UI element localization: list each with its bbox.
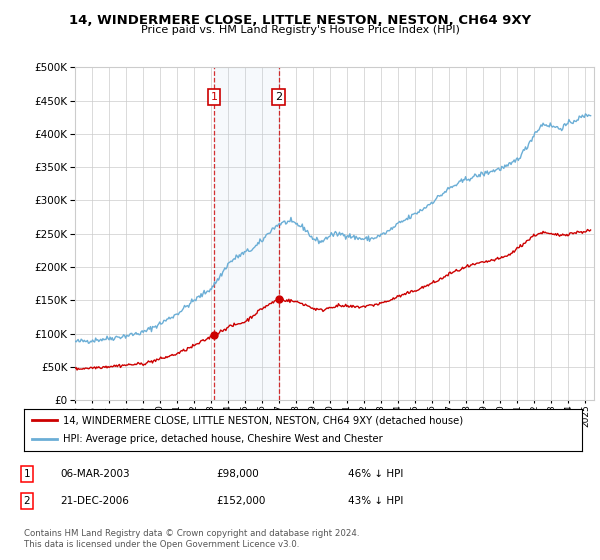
Text: 21-DEC-2006: 21-DEC-2006 bbox=[60, 496, 129, 506]
Text: 2: 2 bbox=[275, 92, 282, 102]
Text: Price paid vs. HM Land Registry's House Price Index (HPI): Price paid vs. HM Land Registry's House … bbox=[140, 25, 460, 35]
Text: 43% ↓ HPI: 43% ↓ HPI bbox=[348, 496, 403, 506]
Text: Contains HM Land Registry data © Crown copyright and database right 2024.: Contains HM Land Registry data © Crown c… bbox=[24, 529, 359, 538]
Text: 2: 2 bbox=[23, 496, 31, 506]
Bar bbox=[214, 67, 278, 400]
Text: 14, WINDERMERE CLOSE, LITTLE NESTON, NESTON, CH64 9XY (detached house): 14, WINDERMERE CLOSE, LITTLE NESTON, NES… bbox=[63, 415, 463, 425]
Text: 14, WINDERMERE CLOSE, LITTLE NESTON, NESTON, CH64 9XY: 14, WINDERMERE CLOSE, LITTLE NESTON, NES… bbox=[69, 14, 531, 27]
Text: 06-MAR-2003: 06-MAR-2003 bbox=[60, 469, 130, 479]
Text: 1: 1 bbox=[23, 469, 31, 479]
Text: 1: 1 bbox=[211, 92, 218, 102]
Text: £152,000: £152,000 bbox=[216, 496, 265, 506]
Text: HPI: Average price, detached house, Cheshire West and Chester: HPI: Average price, detached house, Ches… bbox=[63, 435, 383, 445]
Text: £98,000: £98,000 bbox=[216, 469, 259, 479]
Text: 46% ↓ HPI: 46% ↓ HPI bbox=[348, 469, 403, 479]
Text: This data is licensed under the Open Government Licence v3.0.: This data is licensed under the Open Gov… bbox=[24, 540, 299, 549]
